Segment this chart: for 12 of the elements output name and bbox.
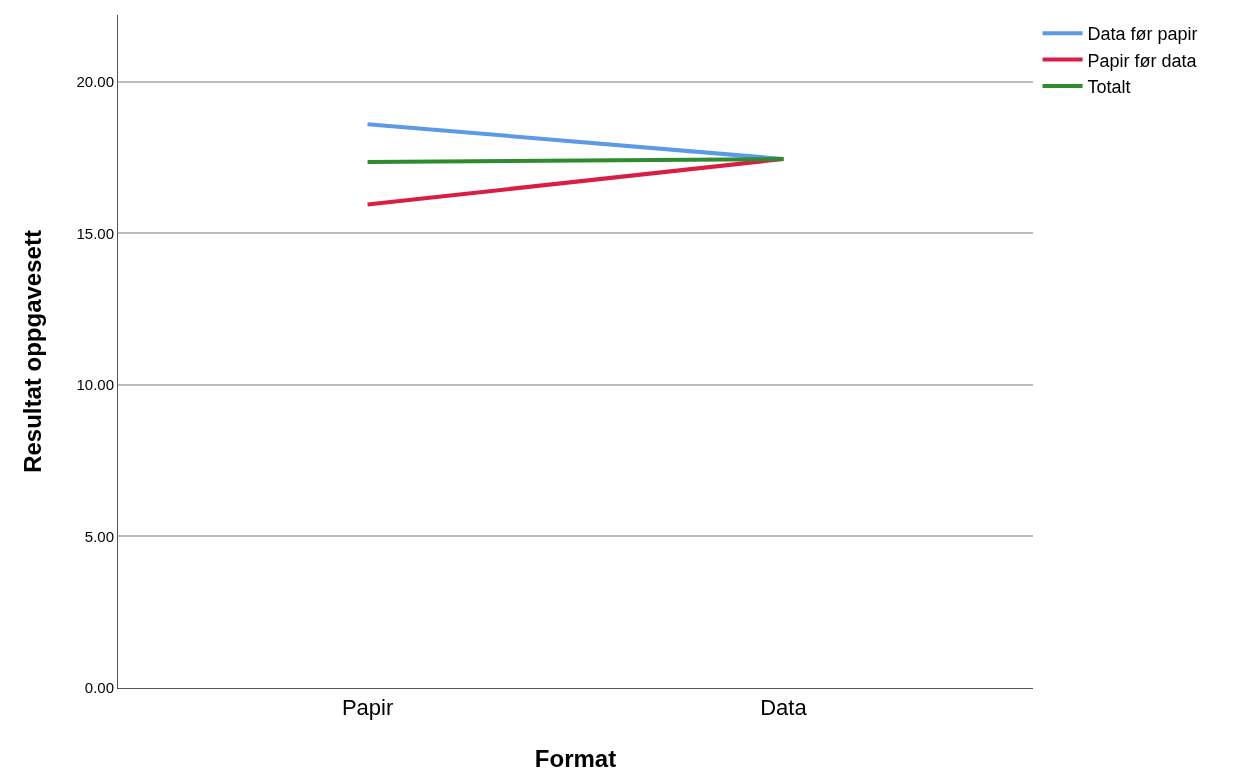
x-axis-title: Format — [534, 744, 617, 772]
y-tick-label: 5.00 — [84, 527, 114, 545]
legend-label: Totalt — [1087, 77, 1131, 98]
x-tick-label: Data — [760, 695, 808, 721]
legend-label: Papir før data — [1087, 50, 1198, 71]
x-tick-label: Papir — [341, 695, 394, 721]
y-tick-label: 15.00 — [76, 224, 114, 242]
y-tick-label: 0.00 — [84, 679, 114, 697]
y-axis-title: Resultat oppgavesett — [18, 230, 46, 473]
y-tick-label: 10.00 — [76, 376, 114, 394]
legend-label: Data før papir — [1087, 24, 1198, 45]
y-tick-label: 20.00 — [76, 72, 114, 90]
